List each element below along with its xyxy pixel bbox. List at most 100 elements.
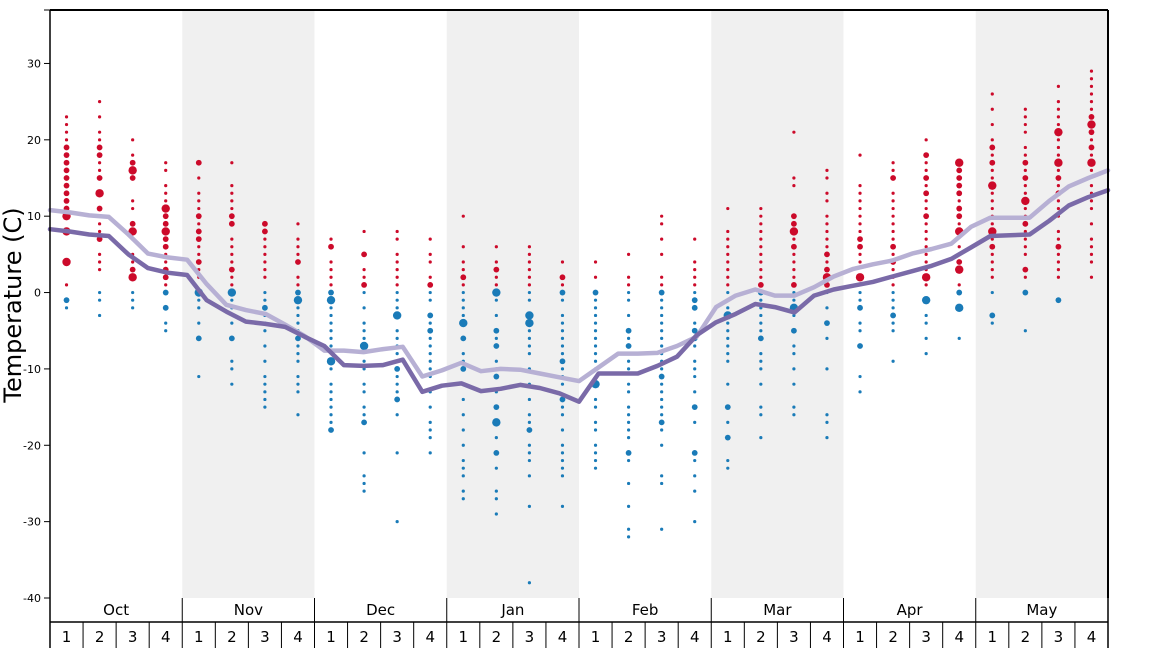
temperature-point [693, 359, 697, 363]
y-tick-label: 0 [34, 287, 41, 300]
temperature-point [989, 312, 996, 319]
temperature-point [494, 512, 498, 516]
temperature-point [197, 206, 201, 211]
temperature-point [362, 474, 366, 478]
temperature-point [724, 434, 731, 441]
temperature-point [593, 352, 598, 356]
temperature-point [1055, 297, 1062, 304]
temperature-point [128, 273, 137, 282]
temperature-point [559, 289, 566, 296]
temperature-point [559, 396, 566, 403]
month-label: Dec [366, 601, 395, 619]
temperature-point [328, 289, 334, 296]
week-label: 2 [624, 628, 634, 646]
temperature-point [693, 474, 697, 478]
temperature-point [1089, 153, 1094, 157]
temperature-point [726, 458, 730, 463]
temperature-point [161, 227, 170, 236]
temperature-point [428, 359, 432, 363]
temperature-point [493, 327, 500, 334]
temperature-point [427, 327, 434, 334]
temperature-point [164, 161, 168, 165]
temperature-point [560, 458, 565, 463]
temperature-point [858, 290, 862, 295]
temperature-point [195, 213, 202, 220]
temperature-point [660, 527, 664, 531]
temperature-point [825, 245, 829, 249]
temperature-point [825, 336, 829, 340]
temperature-point [825, 176, 829, 180]
temperature-point [559, 358, 566, 365]
temperature-point [1023, 275, 1027, 279]
temperature-point [527, 298, 532, 302]
temperature-point [296, 275, 300, 279]
temperature-point [494, 245, 498, 249]
temperature-point [924, 199, 928, 203]
temperature-point [329, 275, 333, 279]
temperature-point [428, 252, 432, 256]
temperature-point [230, 359, 234, 363]
temperature-point [858, 191, 862, 195]
temperature-point [924, 206, 928, 211]
temperature-point [329, 390, 333, 394]
temperature-point [858, 229, 862, 234]
temperature-point [527, 260, 532, 264]
y-tick-label: 10 [27, 210, 41, 223]
temperature-point [1088, 114, 1095, 120]
temperature-point [726, 237, 730, 241]
temperature-point [921, 273, 931, 282]
temperature-point [990, 138, 994, 142]
temperature-point [63, 144, 70, 151]
temperature-point [825, 222, 829, 226]
temperature-point [593, 329, 598, 333]
temperature-point [956, 259, 963, 265]
temperature-point [759, 229, 763, 234]
temperature-point [527, 581, 532, 585]
temperature-point [494, 313, 498, 318]
temperature-point [1088, 129, 1095, 136]
temperature-point [428, 321, 432, 325]
temperature-point [197, 306, 201, 310]
temperature-point [195, 335, 202, 342]
temperature-point [990, 92, 994, 96]
temperature-point [1056, 107, 1061, 111]
y-tick-label: -20 [23, 439, 41, 452]
temperature-point [825, 420, 829, 424]
temperature-point [1023, 329, 1027, 333]
temperature-point [230, 191, 234, 195]
week-label: 2 [888, 628, 898, 646]
temperature-point [64, 306, 69, 310]
y-tick-label: -40 [23, 592, 41, 605]
temperature-point [395, 298, 399, 302]
temperature-point [956, 213, 963, 220]
temperature-point [955, 158, 964, 167]
temperature-point [857, 304, 863, 311]
month-label: Feb [632, 601, 659, 619]
temperature-point [956, 182, 963, 189]
temperature-point [990, 252, 994, 256]
temperature-point [660, 252, 664, 256]
temperature-point [395, 336, 399, 340]
temperature-point [792, 252, 796, 256]
temperature-point [1022, 266, 1029, 273]
temperature-point [527, 268, 532, 272]
week-label: 3 [789, 628, 799, 646]
temperature-point [956, 205, 963, 212]
temperature-point [428, 405, 432, 409]
temperature-point [693, 268, 697, 272]
temperature-point [395, 252, 399, 256]
temperature-point [296, 359, 300, 363]
temperature-point [560, 344, 565, 348]
temperature-point [824, 266, 830, 273]
temperature-point [329, 382, 333, 386]
temperature-point [693, 290, 697, 295]
temperature-point [560, 321, 565, 325]
temperature-point [858, 199, 862, 203]
week-label: 1 [591, 628, 601, 646]
temperature-point [824, 251, 830, 258]
temperature-point [395, 268, 399, 272]
week-label: 3 [657, 628, 667, 646]
temperature-point [461, 260, 465, 264]
temperature-point [1022, 159, 1029, 166]
